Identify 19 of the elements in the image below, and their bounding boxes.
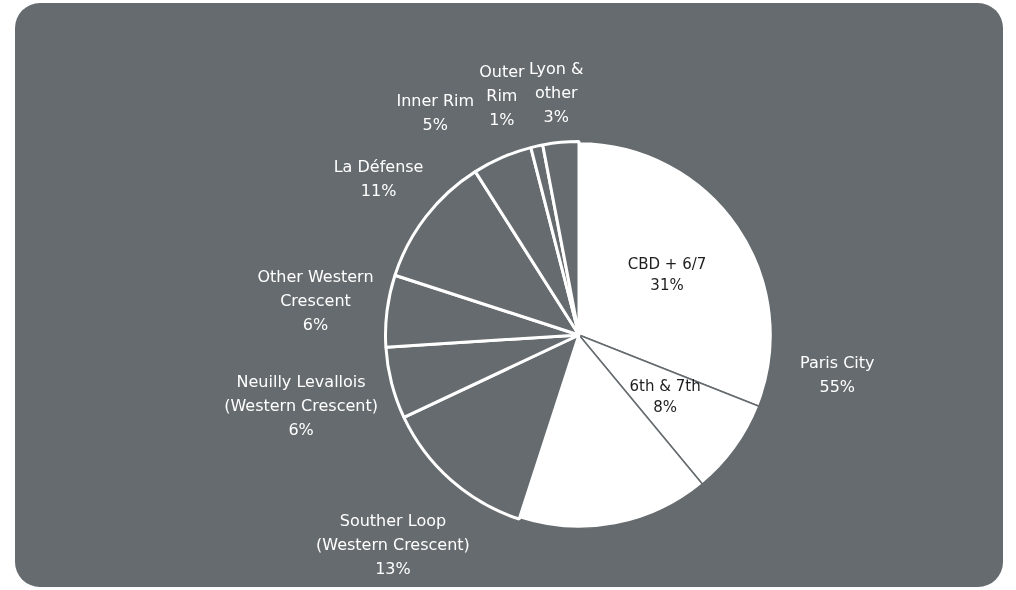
- slice-label: CBD + 6/7: [627, 254, 707, 273]
- data-label: 6%: [288, 419, 314, 439]
- slice-label: 6th & 7th: [629, 376, 701, 395]
- data-label: 8%: [653, 397, 677, 416]
- slice-label: Lyon & other: [529, 59, 584, 103]
- data-label: 13%: [375, 559, 411, 579]
- data-label: 5%: [422, 115, 448, 135]
- data-label: 1%: [489, 110, 515, 130]
- slice-label: Souther Loop (Western Crescent): [316, 511, 470, 555]
- data-label: 31%: [650, 275, 684, 294]
- data-label: 3%: [543, 107, 569, 127]
- slice-label: Inner Rim: [396, 91, 475, 111]
- slice-label: Other Western Crescent: [257, 266, 374, 310]
- data-label: 11%: [360, 180, 397, 200]
- slice-label: La Défense: [333, 156, 424, 176]
- data-label: 6%: [302, 314, 329, 334]
- text: Paris City 55%: [800, 353, 875, 397]
- slice-label: Neuilly Levallois (Western Crescent): [224, 371, 378, 415]
- slice-label: Outer Rim: [479, 62, 525, 106]
